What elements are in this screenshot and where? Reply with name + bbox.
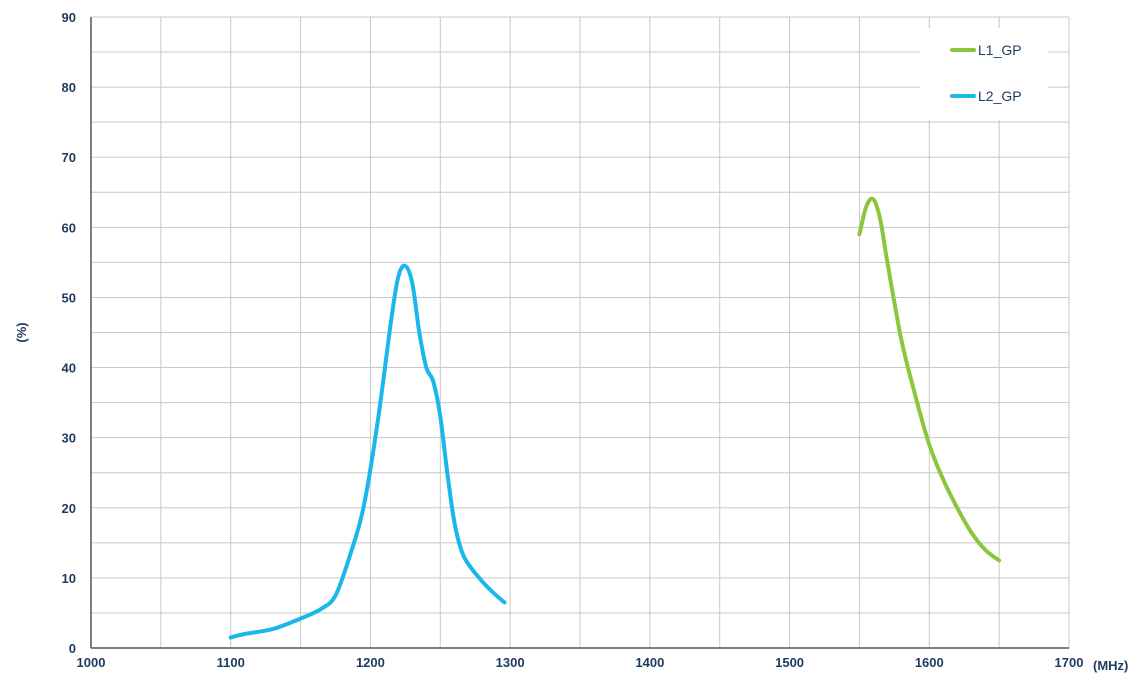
x-tick-label: 1100	[217, 655, 245, 670]
legend-label-l1-gp: L1_GP	[978, 42, 1022, 58]
series-lines	[228, 196, 1002, 640]
x-tick-label: 1200	[356, 655, 385, 670]
series-line-l1-gp	[857, 196, 1002, 563]
y-tick-label: 70	[62, 150, 76, 165]
y-tick-label: 50	[62, 290, 76, 305]
y-tick-label: 60	[62, 220, 76, 235]
x-tick-label: 1400	[635, 655, 664, 670]
x-tick-label: 1000	[77, 655, 106, 670]
y-tick-label: 30	[62, 431, 76, 446]
x-tick-label: 1500	[775, 655, 804, 670]
y-tick-label: 20	[62, 501, 76, 516]
grid	[90, 16, 1070, 649]
axes	[90, 17, 1069, 649]
legend: L1_GP L2_GP	[920, 28, 1048, 120]
legend-background	[920, 28, 1048, 120]
y-tick-label: 90	[62, 10, 76, 25]
series-line-l2-gp	[228, 263, 507, 640]
legend-label-l2-gp: L2_GP	[978, 88, 1022, 104]
x-tick-label: 1600	[915, 655, 944, 670]
y-axis-label: (%)	[14, 322, 29, 342]
y-tick-label: 80	[62, 80, 76, 95]
x-tick-label: 1700	[1055, 655, 1084, 670]
y-tick-label: 40	[62, 361, 76, 376]
x-tick-label: 1300	[496, 655, 525, 670]
tick-labels: 1000 1100 1200 1300 1400 1500 1600 1700 0 10 20 30 4…	[62, 10, 1084, 670]
x-axis-label: (MHz)	[1093, 658, 1128, 673]
y-tick-label: 10	[62, 571, 76, 586]
y-tick-label: 0	[69, 641, 76, 656]
